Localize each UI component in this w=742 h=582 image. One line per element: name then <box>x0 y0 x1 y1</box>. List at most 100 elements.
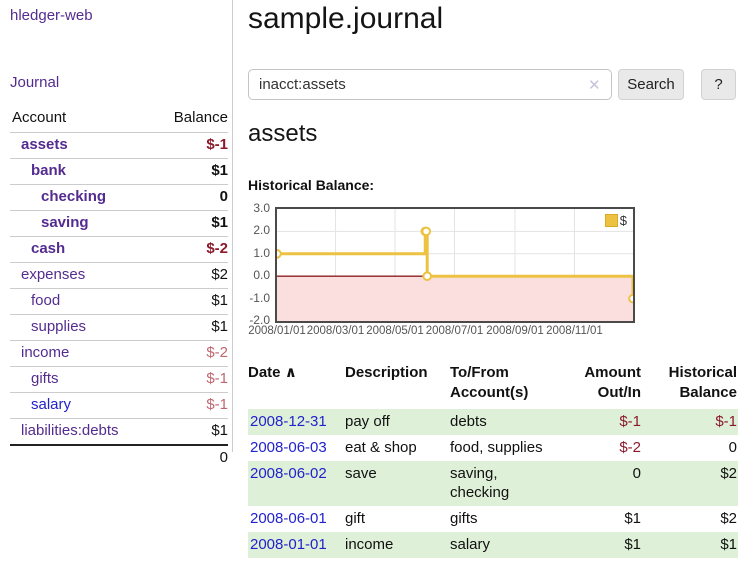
account-link-food[interactable]: food <box>31 292 61 309</box>
account-link-cash[interactable]: cash <box>31 240 66 257</box>
help-button[interactable]: ? <box>701 69 736 100</box>
account-link-checking[interactable]: checking <box>41 188 107 205</box>
transaction-description: save <box>345 465 377 482</box>
transaction-row: 2008-06-01 gift gifts $1 $2 <box>248 506 738 532</box>
account-balance: $1 <box>153 418 228 445</box>
account-row: income $-2 <box>10 340 228 367</box>
transaction-amount: $-1 <box>619 413 641 430</box>
transaction-date-link[interactable]: 2008-06-01 <box>250 510 327 527</box>
account-link-income[interactable]: income <box>21 344 70 361</box>
account-row: liabilities:debts $1 <box>10 418 228 445</box>
x-tick-label: 2008/03/01 <box>306 325 365 337</box>
chart-title: Historical Balance: <box>248 177 375 193</box>
brand-link[interactable]: hledger-web <box>10 7 93 24</box>
transaction-row: 2008-12-31 pay off debts $-1 $-1 <box>248 409 738 435</box>
transaction-date-link[interactable]: 2008-06-03 <box>250 439 327 456</box>
clear-search-icon[interactable]: ✕ <box>588 77 601 94</box>
account-balance: 0 <box>153 184 228 211</box>
page-title: sample.journal <box>248 2 444 35</box>
account-balance: $-2 <box>153 340 228 367</box>
account-balance: $1 <box>153 158 228 185</box>
account-link-bank[interactable]: bank <box>31 162 67 179</box>
account-row: checking 0 <box>10 184 228 211</box>
account-link-saving[interactable]: saving <box>41 214 89 231</box>
accounts-header-row: Account Balance <box>10 106 228 133</box>
chart-legend: $ <box>604 213 627 228</box>
transaction-accounts: debts <box>450 413 487 430</box>
transaction-accounts: salary <box>450 536 491 553</box>
register-header-amount: Amount Out/In <box>584 364 641 401</box>
transaction-description: pay off <box>345 413 390 430</box>
y-tick-label: -2.0 <box>249 313 270 327</box>
account-balance: $1 <box>153 314 228 341</box>
accounts-header-balance: Balance <box>173 109 228 126</box>
account-heading: assets <box>248 120 318 147</box>
account-balance: $2 <box>153 262 228 289</box>
transaction-balance: $2 <box>720 510 737 527</box>
account-row: expenses $2 <box>10 262 228 289</box>
account-row: bank $1 <box>10 158 228 185</box>
transaction-balance: $-1 <box>715 413 737 430</box>
y-tick-label: 0.0 <box>253 268 270 283</box>
search-button[interactable]: Search <box>618 69 684 100</box>
transaction-balance: $1 <box>720 536 737 553</box>
x-tick-label: 2008/07/01 <box>425 325 484 337</box>
account-balance: $-1 <box>153 132 228 159</box>
accounts-total-row: 0 <box>10 444 228 471</box>
transaction-row: 2008-06-03 eat & shop food, supplies $-2… <box>248 435 738 461</box>
transaction-date-link[interactable]: 2008-06-02 <box>250 465 327 482</box>
transaction-amount: $1 <box>624 510 641 527</box>
sidebar: hledger-web Journal Account Balance asse… <box>0 0 233 471</box>
search-input[interactable] <box>248 69 612 100</box>
account-row: supplies $1 <box>10 314 228 341</box>
x-tick-label: 2008/09/01 <box>486 325 544 337</box>
register-header-balance: Historical Balance <box>668 364 737 401</box>
accounts-total-value: 0 <box>153 444 228 471</box>
transaction-date-link[interactable]: 2008-01-01 <box>250 536 327 553</box>
account-row: assets $-1 <box>10 132 228 159</box>
register-header-accounts: To/From Account(s) <box>450 364 529 401</box>
account-link-assets[interactable]: assets <box>21 136 68 153</box>
register-header-date[interactable]: Date ∧ <box>248 364 297 381</box>
account-row: salary $-1 <box>10 392 228 419</box>
transaction-amount: $1 <box>624 536 641 553</box>
account-balance: $1 <box>153 210 228 237</box>
accounts-header-account: Account <box>12 109 67 126</box>
account-row: saving $1 <box>10 210 228 237</box>
account-balance: $-1 <box>153 392 228 419</box>
account-row: food $1 <box>10 288 228 315</box>
transaction-description: income <box>345 536 394 553</box>
transaction-date-link[interactable]: 2008-12-31 <box>250 413 327 430</box>
register-table: Date ∧ Description To/From Account(s) Am… <box>248 361 738 558</box>
account-row: gifts $-1 <box>10 366 228 393</box>
register-header-row: Date ∧ Description To/From Account(s) Am… <box>248 361 738 409</box>
legend-swatch-icon <box>604 214 618 227</box>
transaction-accounts: saving, checking <box>450 465 510 501</box>
register-header-description: Description <box>345 364 428 381</box>
transaction-row: 2008-06-02 save saving, checking 0 $2 <box>248 461 738 506</box>
sidebar-item-journal[interactable]: Journal <box>10 74 60 91</box>
x-tick-label: 2008/01/01 <box>248 325 306 337</box>
y-tick-label: 3.0 <box>253 201 270 215</box>
account-balance: $-2 <box>153 236 228 263</box>
x-tick-label: 2008/11/01 <box>546 325 603 337</box>
account-balance: $-1 <box>153 366 228 393</box>
account-link-salary[interactable]: salary <box>31 396 72 413</box>
transaction-accounts: food, supplies <box>450 439 543 456</box>
y-tick-label: -1.0 <box>249 290 270 305</box>
transaction-description: gift <box>345 510 366 527</box>
transaction-balance: 0 <box>728 439 737 456</box>
plot-svg <box>277 209 633 321</box>
transaction-balance: $2 <box>720 465 737 482</box>
account-link-gifts[interactable]: gifts <box>31 370 59 387</box>
transaction-amount: 0 <box>632 465 641 482</box>
account-link-liabilities-debts[interactable]: liabilities:debts <box>21 422 119 439</box>
sort-ascending-icon: ∧ <box>284 364 297 381</box>
transaction-row: 2008-01-01 income salary $1 $1 <box>248 532 738 558</box>
account-link-supplies[interactable]: supplies <box>31 318 87 335</box>
historical-balance-chart: 3.0 2.0 1.0 0.0 -1.0 -2.0 $ 2008/01/01 2008/03… <box>240 200 742 345</box>
chart-plot-area: $ <box>275 207 635 323</box>
account-balance: $1 <box>153 288 228 315</box>
account-link-expenses[interactable]: expenses <box>21 266 86 283</box>
